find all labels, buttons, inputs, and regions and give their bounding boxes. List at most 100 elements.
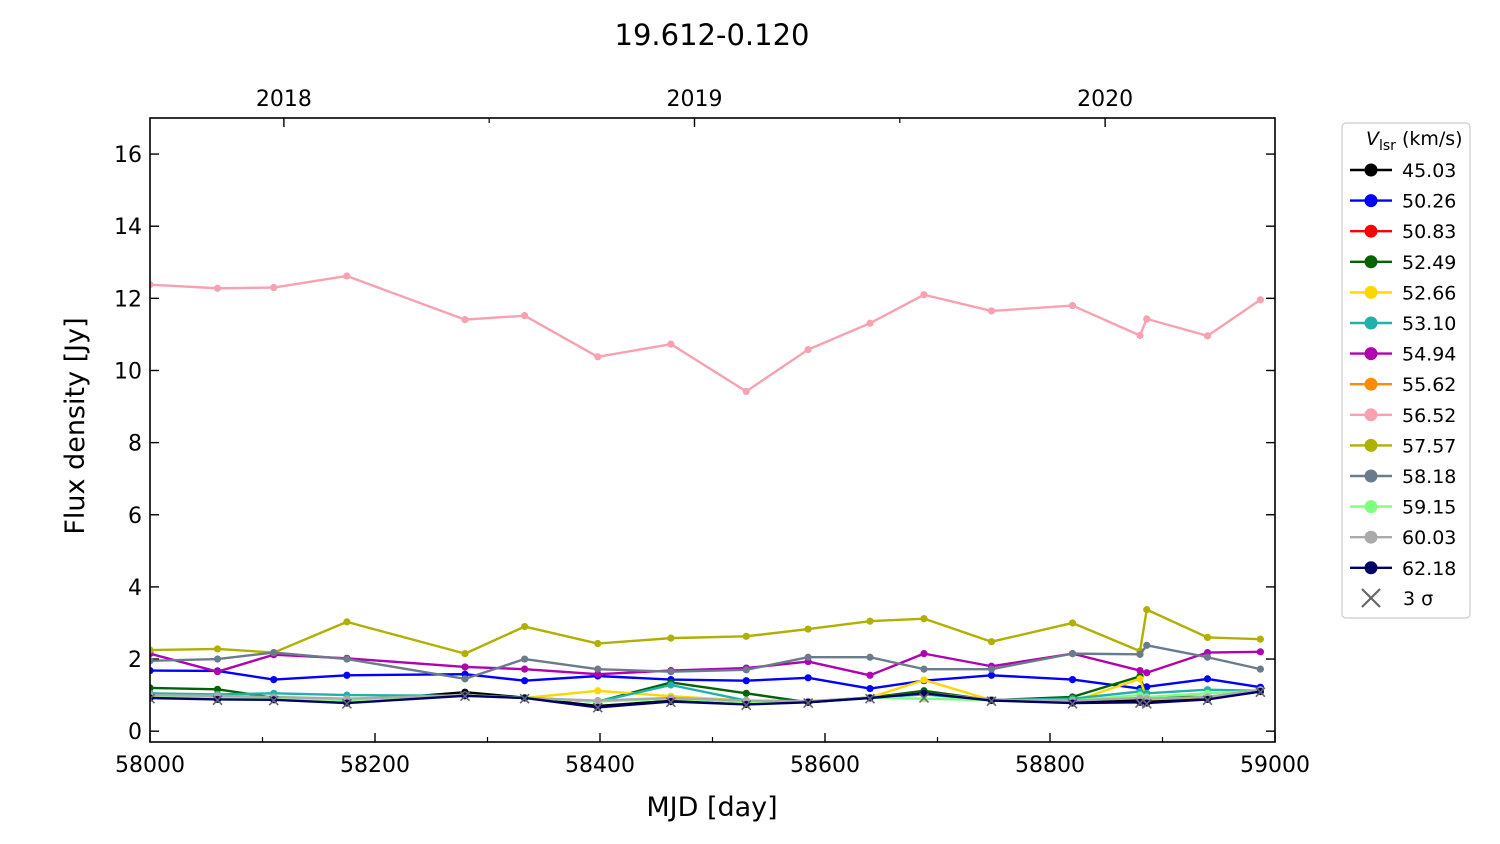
data-point bbox=[150, 657, 154, 665]
legend-label: 53.10 bbox=[1402, 313, 1456, 335]
data-point bbox=[866, 617, 874, 625]
sigma-marker bbox=[150, 693, 156, 704]
legend-title-symbol: V bbox=[1366, 128, 1381, 150]
data-point bbox=[742, 677, 750, 685]
legend-marker bbox=[1364, 469, 1378, 483]
sigma-marker bbox=[212, 695, 223, 706]
data-point bbox=[1256, 296, 1264, 304]
sigma-marker bbox=[341, 698, 352, 709]
legend-label: 50.26 bbox=[1402, 191, 1456, 213]
data-point bbox=[804, 653, 812, 661]
x-tick-label: 58800 bbox=[1015, 753, 1085, 778]
data-point bbox=[343, 655, 351, 663]
legend-entry: 50.83 bbox=[1350, 221, 1456, 243]
legend-sigma-marker bbox=[1361, 588, 1381, 608]
data-point bbox=[213, 685, 222, 693]
data-point bbox=[1256, 635, 1264, 643]
legend-entry: 59.15 bbox=[1350, 497, 1456, 519]
data-point bbox=[461, 675, 469, 683]
series-56.52 bbox=[150, 272, 1264, 396]
data-point bbox=[594, 687, 602, 695]
y-tick-label: 6 bbox=[128, 504, 142, 529]
legend-marker bbox=[1364, 194, 1378, 208]
data-point bbox=[521, 665, 529, 673]
legend-label: 62.18 bbox=[1402, 558, 1456, 580]
legend-title-unit: (km/s) bbox=[1402, 128, 1463, 150]
y-tick-label: 8 bbox=[128, 432, 142, 457]
data-point bbox=[1143, 641, 1151, 649]
data-point bbox=[987, 665, 996, 673]
legend-marker bbox=[1364, 438, 1378, 452]
data-point bbox=[987, 671, 996, 679]
data-point bbox=[742, 387, 750, 396]
legend-entry: 53.10 bbox=[1350, 313, 1456, 335]
legend-label: 54.94 bbox=[1402, 344, 1456, 366]
series-line bbox=[150, 608, 1261, 655]
sigma-marker bbox=[268, 695, 279, 706]
legend-marker bbox=[1364, 408, 1378, 422]
legend-entry: 56.52 bbox=[1350, 405, 1456, 427]
legend-entry: 57.57 bbox=[1350, 435, 1456, 457]
data-point bbox=[213, 645, 222, 653]
x-tick-label: 58400 bbox=[565, 753, 635, 778]
data-point bbox=[1068, 650, 1077, 658]
data-point bbox=[1203, 332, 1212, 340]
data-point bbox=[461, 316, 469, 324]
legend-entries: 45.03 50.26 50.83 52.49 52.66 53.10 54.94 55.62… bbox=[1350, 160, 1456, 580]
data-point bbox=[461, 650, 469, 658]
data-point bbox=[270, 648, 278, 657]
data-point bbox=[1143, 606, 1151, 614]
sigma-marker bbox=[918, 692, 930, 704]
legend-marker bbox=[1364, 347, 1378, 361]
data-point bbox=[343, 671, 351, 679]
legend-label: 50.83 bbox=[1402, 221, 1456, 243]
data-point bbox=[150, 684, 154, 692]
sigma-marker bbox=[741, 700, 752, 711]
data-point bbox=[1068, 619, 1077, 627]
legend-entry: 62.18 bbox=[1350, 558, 1456, 580]
top-tick-label: 2020 bbox=[1077, 87, 1133, 112]
sigma-marker bbox=[459, 691, 471, 702]
data-point bbox=[920, 615, 928, 623]
legend-label: 45.03 bbox=[1402, 160, 1456, 182]
data-point bbox=[594, 670, 602, 678]
data-point bbox=[521, 312, 529, 320]
data-point bbox=[594, 639, 602, 648]
legend-entry: 55.62 bbox=[1350, 374, 1456, 396]
data-point bbox=[866, 685, 874, 693]
data-point bbox=[920, 676, 928, 684]
legend-entry-sigma: 3 σ bbox=[1361, 588, 1433, 610]
data-point bbox=[213, 655, 222, 663]
data-point bbox=[150, 281, 154, 289]
data-point bbox=[270, 676, 278, 684]
data-point bbox=[667, 340, 675, 348]
data-point bbox=[1256, 648, 1264, 656]
legend-entry: 45.03 bbox=[1350, 160, 1456, 182]
data-point bbox=[1203, 675, 1212, 683]
data-point bbox=[866, 319, 874, 327]
legend-entry: 52.49 bbox=[1350, 252, 1456, 274]
data-point bbox=[866, 671, 874, 679]
x-tick-label: 58000 bbox=[115, 753, 185, 778]
data-point bbox=[1143, 669, 1151, 677]
data-point bbox=[1136, 675, 1144, 683]
sigma-marker bbox=[1255, 687, 1266, 698]
data-point bbox=[343, 618, 351, 626]
data-point bbox=[1136, 331, 1144, 340]
data-point bbox=[1203, 633, 1212, 641]
data-point bbox=[1143, 315, 1151, 323]
legend-marker bbox=[1364, 285, 1378, 299]
legend-label: 57.57 bbox=[1402, 435, 1456, 457]
data-point bbox=[594, 696, 602, 705]
x-axis-label: MJD [day] bbox=[646, 792, 777, 823]
y-tick-label: 12 bbox=[114, 287, 142, 312]
series-group bbox=[150, 272, 1264, 711]
y-tick-label: 16 bbox=[114, 143, 142, 168]
data-point bbox=[866, 653, 874, 661]
x-tick-label: 58200 bbox=[340, 753, 410, 778]
data-point bbox=[1068, 301, 1077, 310]
legend-marker bbox=[1364, 224, 1378, 238]
sigma-marker bbox=[592, 702, 603, 713]
data-point bbox=[920, 665, 928, 673]
data-point bbox=[521, 655, 529, 663]
